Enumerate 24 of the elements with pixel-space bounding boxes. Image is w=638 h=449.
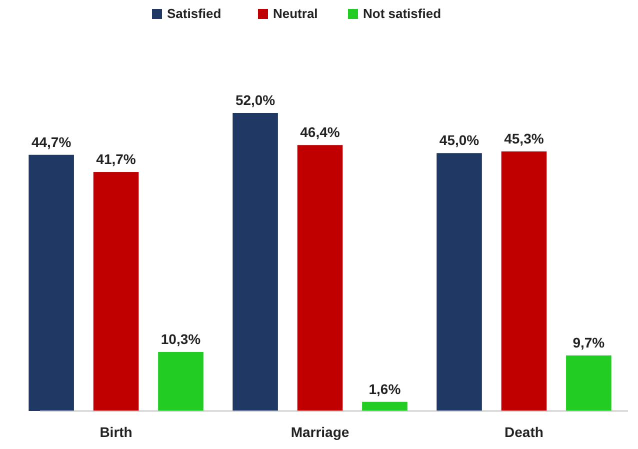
data-label: 46,4% [300,124,340,140]
x-tick-label: Marriage [290,424,350,440]
data-label: 9,7% [572,334,606,350]
bar [362,402,408,411]
data-label: 10,3% [160,330,202,347]
bar [436,153,482,411]
x-tick-label: Death [504,424,544,440]
legend-label: Not satisfied [363,6,442,21]
bar [28,154,74,411]
data-label: 44,7% [31,134,72,150]
data-label: 52,0% [235,92,276,108]
data-label: 41,7% [96,151,136,168]
bar [297,145,343,411]
bar [232,113,278,411]
data-label: 45,0% [439,132,480,148]
data-label: 45,3% [504,130,544,146]
bar [501,151,547,411]
legend-label: Satisfied [167,6,222,21]
legend-label: Neutral [273,6,318,21]
bar [566,355,612,411]
data-label: 1,6% [368,380,402,397]
x-tick-label: Birth [100,424,132,440]
bar [93,172,139,411]
bar [158,352,204,411]
